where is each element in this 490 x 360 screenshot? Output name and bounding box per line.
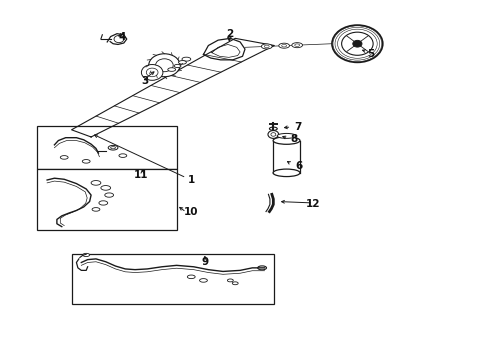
Circle shape [342, 32, 373, 55]
Circle shape [332, 25, 383, 62]
Circle shape [149, 54, 180, 77]
Ellipse shape [295, 44, 299, 46]
Ellipse shape [182, 57, 191, 61]
Text: 5: 5 [368, 49, 375, 59]
Ellipse shape [270, 127, 277, 130]
Ellipse shape [264, 45, 269, 48]
Circle shape [142, 64, 163, 80]
Text: 4: 4 [118, 32, 125, 42]
Ellipse shape [273, 169, 300, 176]
Text: 6: 6 [295, 161, 302, 171]
Ellipse shape [168, 68, 175, 71]
Ellipse shape [199, 279, 207, 282]
Ellipse shape [261, 44, 272, 49]
Circle shape [114, 36, 124, 42]
Ellipse shape [60, 156, 68, 159]
Circle shape [147, 68, 158, 77]
Text: 2: 2 [226, 29, 233, 39]
Ellipse shape [99, 201, 108, 205]
Ellipse shape [119, 154, 127, 157]
Circle shape [268, 131, 279, 138]
Ellipse shape [273, 137, 300, 144]
Bar [37, 169, 176, 230]
Ellipse shape [108, 145, 118, 150]
Text: 10: 10 [184, 207, 198, 217]
Ellipse shape [232, 282, 238, 285]
Circle shape [353, 40, 362, 47]
Text: 1: 1 [188, 175, 195, 185]
Ellipse shape [83, 253, 90, 257]
Ellipse shape [174, 64, 181, 68]
Text: 3: 3 [141, 76, 148, 86]
Ellipse shape [282, 44, 287, 47]
Ellipse shape [258, 266, 267, 270]
Ellipse shape [105, 193, 114, 197]
Ellipse shape [91, 180, 101, 185]
Ellipse shape [279, 43, 290, 48]
Ellipse shape [101, 185, 111, 190]
Text: 9: 9 [201, 257, 209, 267]
Text: 11: 11 [134, 170, 148, 180]
Text: 7: 7 [294, 122, 301, 132]
Bar [37, 126, 176, 169]
Ellipse shape [277, 134, 296, 138]
Circle shape [156, 59, 173, 72]
Ellipse shape [227, 279, 233, 282]
Circle shape [271, 133, 276, 136]
Text: 8: 8 [290, 134, 297, 144]
Ellipse shape [292, 42, 302, 48]
Ellipse shape [111, 147, 116, 149]
Ellipse shape [82, 159, 90, 163]
Ellipse shape [92, 208, 100, 211]
Bar [72, 253, 274, 304]
Ellipse shape [187, 275, 195, 279]
Ellipse shape [178, 60, 186, 64]
Text: 12: 12 [306, 199, 320, 210]
